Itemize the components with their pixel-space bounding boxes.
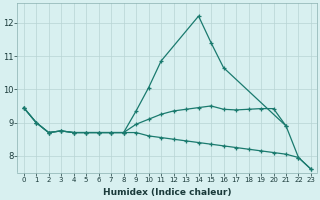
X-axis label: Humidex (Indice chaleur): Humidex (Indice chaleur): [103, 188, 232, 197]
